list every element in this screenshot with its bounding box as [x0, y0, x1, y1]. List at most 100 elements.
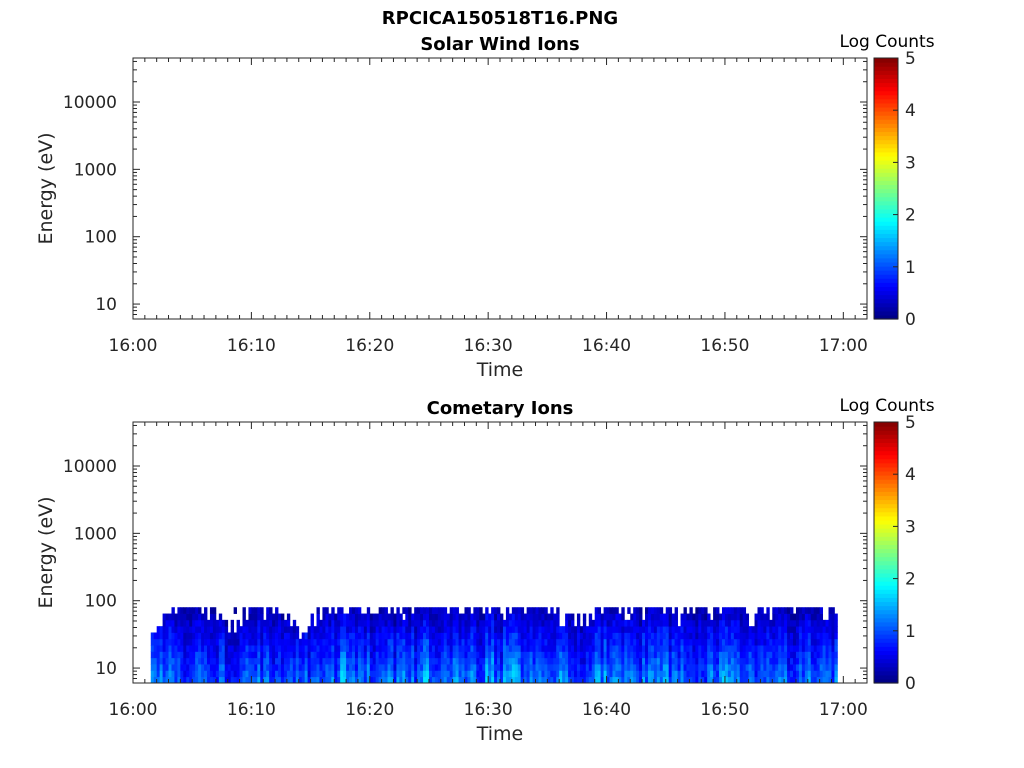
spectrogram-cell	[618, 645, 622, 652]
spectrogram-cell	[807, 613, 812, 621]
spectrogram-cell	[621, 638, 625, 646]
spectrogram-cell	[775, 638, 779, 646]
spectrogram-cell	[662, 626, 667, 633]
spectrogram-cell	[707, 664, 711, 671]
spectrogram-cell	[387, 670, 391, 678]
spectrogram-cell	[177, 657, 181, 665]
x-tick-label: 16:20	[345, 700, 394, 720]
spectrogram-cell	[390, 619, 394, 627]
spectrogram-cell	[686, 657, 690, 665]
spectrogram-cell	[455, 632, 459, 640]
spectrogram-cell	[343, 670, 347, 678]
spectrogram-cell	[804, 676, 809, 684]
spectrogram-cell	[218, 632, 223, 640]
spectrogram-cell	[556, 613, 560, 621]
spectrogram-cell	[206, 664, 211, 671]
spectrogram-cell	[485, 626, 489, 633]
spectrogram-cell	[278, 626, 282, 633]
spectrogram-cell	[689, 632, 693, 640]
spectrogram-cell	[535, 664, 539, 671]
colorbar-segment	[874, 278, 898, 283]
spectrogram-cell	[591, 657, 596, 665]
spectrogram-cell	[408, 657, 412, 665]
spectrogram-cell	[313, 676, 317, 684]
spectrogram-cell	[781, 651, 785, 659]
spectrogram-cell	[198, 645, 202, 652]
spectrogram-cell	[707, 657, 711, 665]
spectrogram-cell	[760, 632, 764, 640]
spectrogram-cell	[298, 664, 303, 671]
spectrogram-cell	[544, 613, 548, 621]
spectrogram-cell	[689, 657, 693, 665]
spectrogram-cell	[440, 651, 445, 659]
spectrogram-cell	[801, 632, 806, 640]
spectrogram-cell	[662, 619, 667, 627]
spectrogram-cell	[713, 645, 717, 652]
spectrogram-cell	[431, 607, 436, 614]
spectrogram-cell	[221, 645, 226, 652]
spectrogram-cell	[677, 676, 681, 684]
spectrogram-cell	[316, 626, 320, 633]
spectrogram-cell	[452, 670, 457, 678]
spectrogram-cell	[298, 676, 303, 684]
spectrogram-cell	[636, 664, 640, 671]
spectrogram-cell	[195, 651, 199, 659]
spectrogram-cell	[399, 619, 403, 627]
spectrogram-cell	[408, 632, 412, 640]
spectrogram-cell	[621, 651, 625, 659]
spectrogram-cell	[260, 670, 264, 678]
spectrogram-cell	[467, 619, 471, 627]
spectrogram-cell	[366, 632, 371, 640]
spectrogram-cell	[482, 651, 486, 659]
spectrogram-cell	[710, 645, 714, 652]
spectrogram-cell	[778, 638, 782, 646]
spectrogram-cell	[828, 619, 832, 627]
spectrogram-cell	[206, 657, 211, 665]
spectrogram-cell	[514, 632, 519, 640]
spectrogram-cell	[597, 670, 602, 678]
spectrogram-cell	[473, 651, 477, 659]
spectrogram-cell	[322, 657, 326, 665]
spectrogram-cell	[224, 664, 229, 671]
spectrogram-cell	[624, 632, 628, 640]
spectrogram-cell	[455, 619, 459, 627]
spectrogram-cell	[476, 670, 480, 678]
spectrogram-cell	[719, 632, 723, 640]
spectrogram-cell	[798, 638, 803, 646]
spectrogram-cell	[801, 645, 806, 652]
spectrogram-cell	[428, 651, 433, 659]
spectrogram-cell	[568, 619, 572, 627]
panel-title: Solar Wind Ions	[420, 34, 579, 55]
spectrogram-cell	[325, 645, 329, 652]
spectrogram-cell	[352, 651, 356, 659]
spectrogram-cell	[307, 670, 311, 678]
spectrogram-cell	[579, 670, 584, 678]
spectrogram-cell	[212, 613, 217, 621]
spectrogram-cell	[396, 607, 400, 614]
spectrogram-cell	[440, 645, 445, 652]
spectrogram-cell	[242, 613, 246, 621]
spectrogram-cell	[375, 676, 380, 684]
spectrogram-cell	[532, 676, 536, 684]
spectrogram-cell	[337, 651, 341, 659]
spectrogram-cell	[393, 645, 397, 652]
spectrogram-cell	[239, 657, 243, 665]
spectrogram-cell	[263, 676, 267, 684]
spectrogram-cell	[292, 638, 297, 646]
spectrogram-cell	[618, 657, 622, 665]
spectrogram-cell	[473, 619, 477, 627]
spectrogram-cell	[381, 676, 385, 684]
colorbar-segment	[874, 519, 898, 525]
spectrogram-cell	[760, 613, 764, 621]
spectrogram-cell	[212, 676, 217, 684]
spectrogram-cell	[784, 638, 788, 646]
spectrogram-cell	[704, 657, 708, 665]
spectrogram-cell	[514, 645, 519, 652]
spectrogram-cell	[334, 670, 338, 678]
spectrogram-cell	[363, 657, 368, 665]
spectrogram-cell	[171, 651, 175, 659]
spectrogram-cell	[269, 657, 273, 665]
spectrogram-cell	[189, 651, 193, 659]
spectrogram-cell	[647, 657, 652, 665]
spectrogram-cell	[307, 632, 311, 640]
